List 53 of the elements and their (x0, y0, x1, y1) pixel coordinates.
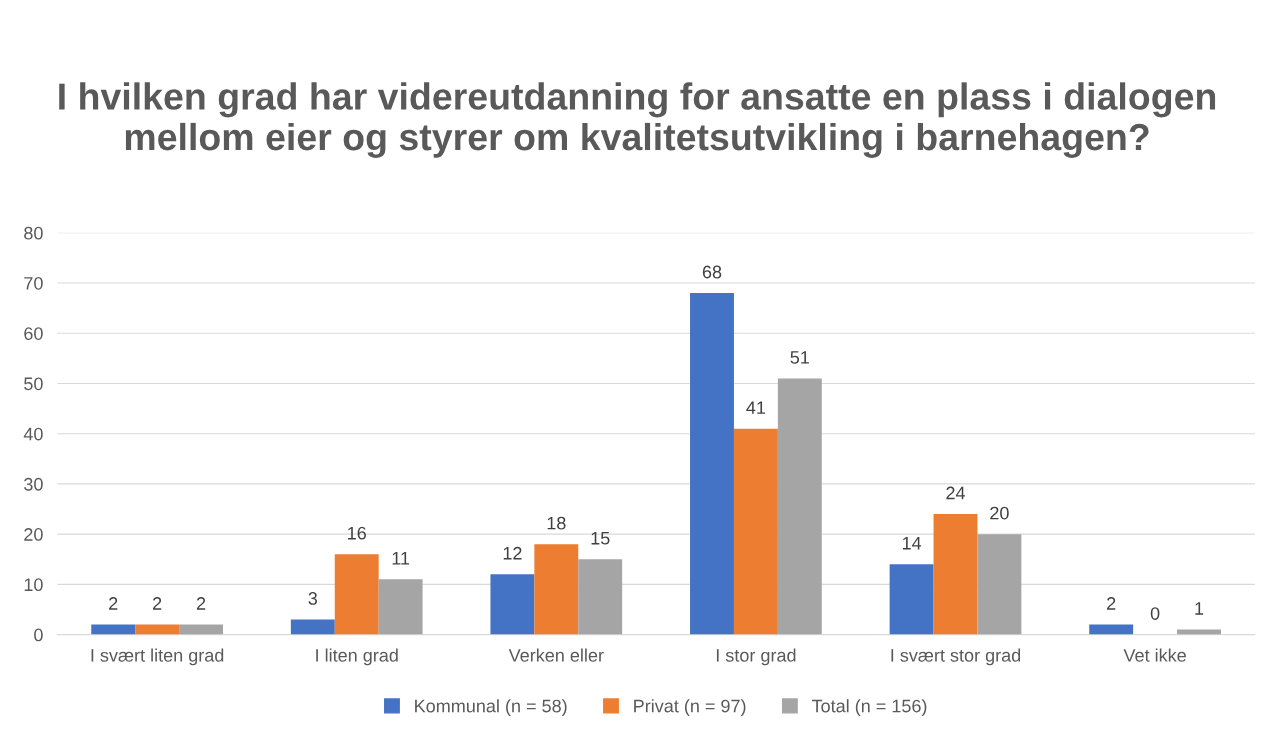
bar (179, 624, 223, 635)
bar (733, 428, 778, 635)
data-label: 12 (503, 546, 522, 560)
data-label: 68 (702, 265, 722, 279)
data-label: 11 (392, 552, 410, 565)
data-label: 24 (946, 486, 966, 500)
bar (933, 514, 978, 635)
bar (690, 293, 734, 635)
bar (578, 559, 623, 635)
bar (889, 564, 934, 635)
data-label: 0 (1150, 607, 1160, 620)
data-label: 15 (591, 531, 610, 545)
bar (135, 624, 180, 635)
x-tick-label: I svært stor grad (891, 648, 1021, 666)
bar (777, 378, 822, 635)
bar (378, 579, 423, 635)
data-label: 3 (308, 592, 318, 605)
y-tick-label: 40 (23, 427, 43, 441)
data-label: 2 (109, 597, 118, 610)
data-label: 14 (902, 537, 922, 550)
y-tick-label: 20 (24, 528, 43, 541)
data-label: 2 (1107, 597, 1116, 610)
chart-title: I hvilken grad har videreutdanning for ansatte en plass i dialogen mellom eier og styrer om kvalitetsutvikling i barnehagen? (59, 82, 1216, 158)
legend-label: Kommunal (n = 58) (415, 699, 567, 716)
legend-label: Privat (n = 97) (634, 699, 746, 716)
bar (290, 619, 335, 635)
data-label: 51 (790, 351, 809, 364)
y-tick-label: 80 (24, 226, 43, 240)
bar (1089, 624, 1134, 635)
bar (334, 554, 379, 635)
y-tick-label: 50 (24, 377, 43, 391)
legend-label: Total (n = 156) (811, 699, 927, 716)
x-tick-label: I svært liten grad (91, 648, 224, 666)
bar (977, 534, 1022, 635)
data-label: 16 (348, 526, 366, 540)
bar (490, 574, 535, 635)
data-label: 2 (196, 597, 206, 610)
y-tick-label: 60 (24, 327, 43, 340)
y-tick-label: 30 (24, 477, 43, 491)
y-tick-label: 0 (34, 628, 43, 642)
data-label: 1 (1195, 602, 1204, 615)
x-tick-label: Verken eller (508, 648, 604, 662)
y-tick-label: 10 (24, 578, 43, 592)
data-label: 18 (547, 516, 566, 530)
bar (534, 544, 579, 635)
bar (91, 624, 136, 635)
data-label: 41 (746, 401, 766, 414)
y-tick-label: 70 (24, 276, 43, 290)
x-tick-label: I stor grad (716, 648, 796, 666)
x-tick-label: I liten grad (316, 648, 398, 666)
data-label: 20 (990, 506, 1009, 520)
data-label: 2 (153, 597, 162, 610)
x-tick-label: Vet ikke (1123, 648, 1186, 662)
